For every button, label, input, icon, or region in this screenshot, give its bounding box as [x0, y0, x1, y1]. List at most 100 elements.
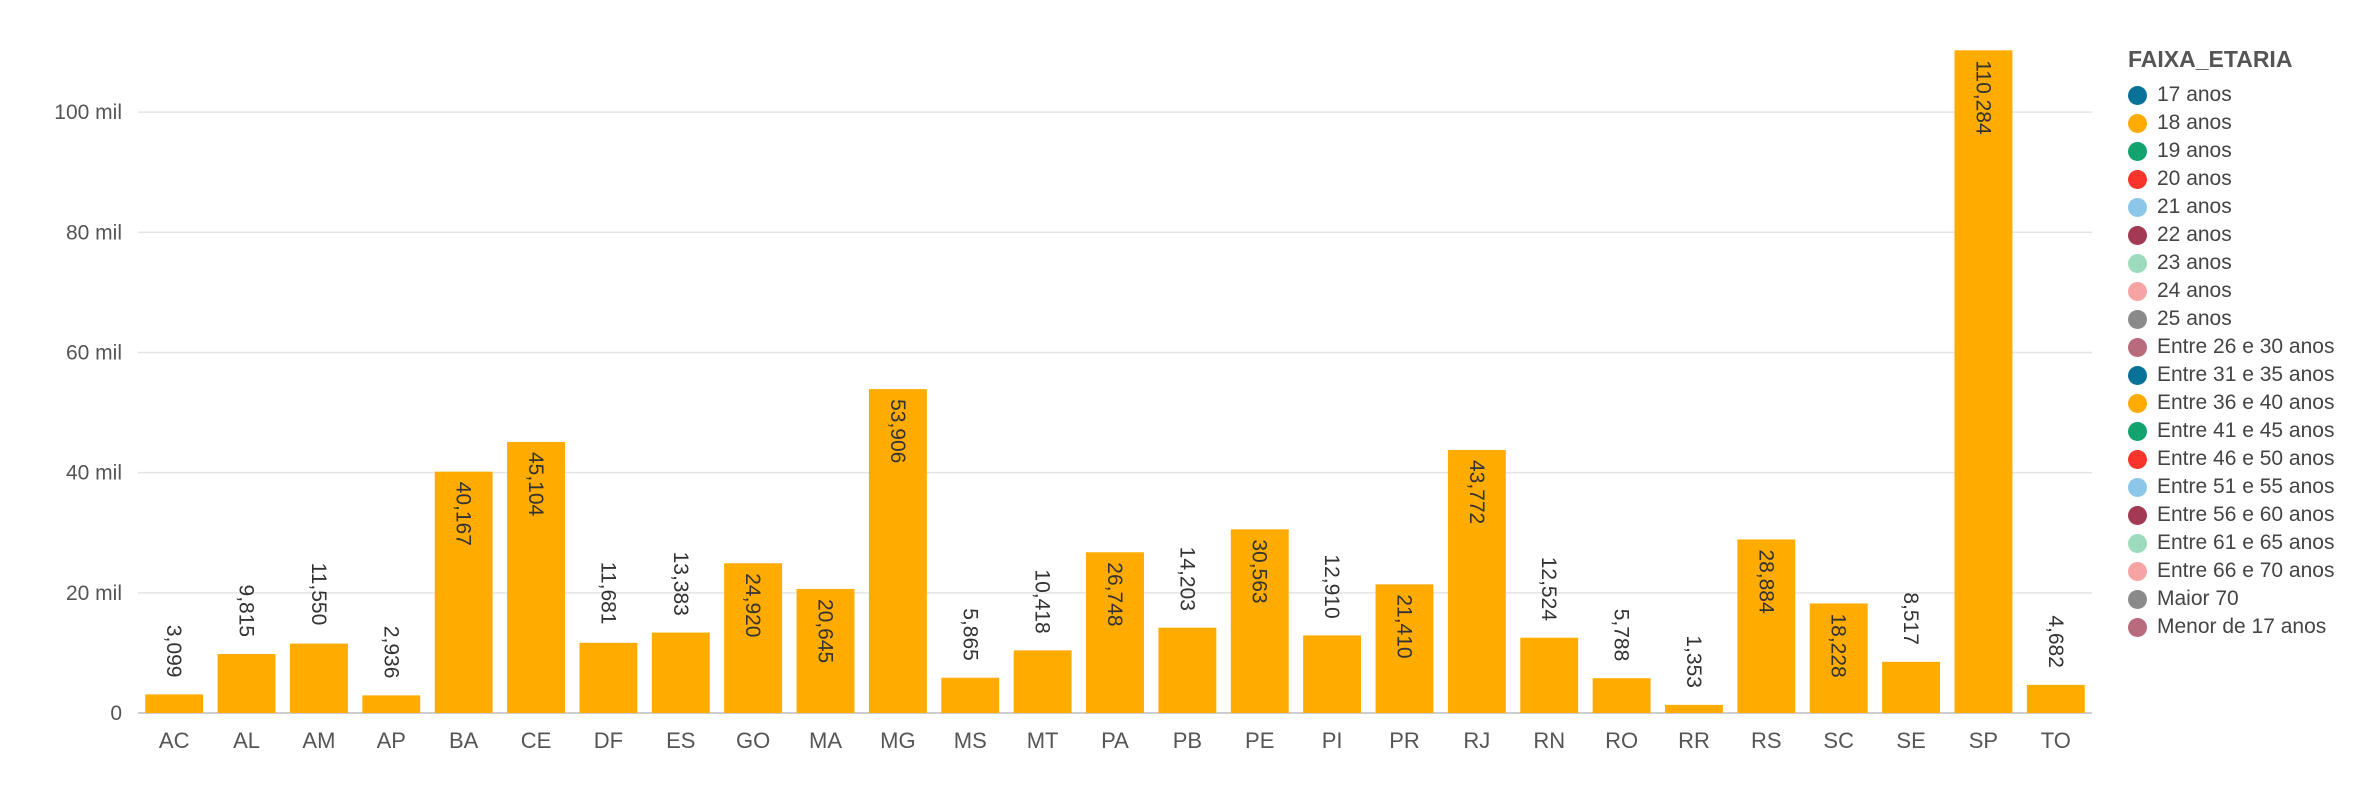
bar-chart: 0 20 mil 40 mil 60 mil 80 mil 100 mil 3,099 9,…	[54, 50, 2092, 753]
legend-item[interactable]: 23 anos	[2128, 249, 2373, 277]
legend-item[interactable]: 19 anos	[2128, 137, 2373, 165]
data-label: 10,418	[1031, 569, 1054, 633]
data-label: 11,550	[307, 563, 330, 626]
bar-ap[interactable]	[362, 695, 421, 713]
bar-se[interactable]	[1882, 661, 1941, 713]
bar-pb[interactable]	[1158, 627, 1217, 713]
bar-ba[interactable]	[434, 471, 493, 713]
y-tick-label: 80 mil	[66, 221, 122, 244]
legend-item[interactable]: Entre 51 e 55 anos	[2128, 473, 2373, 501]
legend-item[interactable]: Entre 46 e 50 anos	[2128, 445, 2373, 473]
bar-ma[interactable]	[796, 588, 855, 713]
legend-item[interactable]: Entre 36 e 40 anos	[2128, 389, 2373, 417]
legend-swatch	[2128, 281, 2147, 301]
bar-df[interactable]	[579, 642, 638, 713]
bars	[145, 50, 2085, 713]
bar-go[interactable]	[724, 563, 783, 713]
legend-item[interactable]: 21 anos	[2128, 193, 2373, 221]
legend-label: Entre 41 e 45 anos	[2157, 419, 2335, 442]
legend-item[interactable]: Entre 26 e 30 anos	[2128, 333, 2373, 361]
x-tick-label: AC	[159, 728, 190, 753]
legend-swatch	[2128, 589, 2147, 609]
bar-mt[interactable]	[1013, 650, 1072, 713]
bar-rj[interactable]	[1447, 449, 1506, 713]
data-label: 1,353	[1682, 635, 1705, 688]
legend-item[interactable]: 25 anos	[2128, 305, 2373, 333]
legend-label: Entre 51 e 55 anos	[2157, 475, 2335, 498]
legend-item[interactable]: Entre 31 e 35 anos	[2128, 361, 2373, 389]
legend-swatch	[2128, 505, 2147, 525]
x-tick-label: RJ	[1463, 728, 1490, 753]
y-axis: 0 20 mil 40 mil 60 mil 80 mil 100 mil	[54, 101, 122, 725]
data-label: 5,865	[958, 608, 981, 661]
bar-to[interactable]	[2026, 684, 2085, 713]
legend-swatch	[2128, 85, 2147, 105]
x-tick-label: PR	[1389, 728, 1420, 753]
x-tick-label: RO	[1605, 728, 1638, 753]
data-label: 13,383	[669, 552, 692, 616]
bar-es[interactable]	[651, 632, 710, 713]
bar-pr[interactable]	[1375, 584, 1434, 713]
legend-item[interactable]: 22 anos	[2128, 221, 2373, 249]
legend-label: 25 anos	[2157, 307, 2232, 330]
data-label: 110,284	[1971, 60, 1994, 135]
legend-item[interactable]: Menor de 17 anos	[2128, 613, 2373, 641]
bar-ac[interactable]	[145, 694, 204, 713]
bar-ms[interactable]	[941, 677, 1000, 713]
legend-label: 17 anos	[2157, 83, 2232, 106]
data-label: 43,772	[1465, 460, 1488, 524]
legend-swatch	[2128, 169, 2147, 189]
legend-label: Entre 36 e 40 anos	[2157, 391, 2335, 414]
data-label: 12,524	[1537, 557, 1560, 622]
legend-item[interactable]: 20 anos	[2128, 165, 2373, 193]
legend-item[interactable]: Entre 66 e 70 anos	[2128, 557, 2373, 585]
gridlines	[138, 111, 2092, 594]
legend-label: 20 anos	[2157, 167, 2232, 190]
legend-item[interactable]: Entre 41 e 45 anos	[2128, 417, 2373, 445]
bar-pe[interactable]	[1230, 529, 1289, 713]
data-label: 40,167	[452, 482, 475, 546]
bar-rs[interactable]	[1737, 539, 1796, 713]
bar-rr[interactable]	[1665, 704, 1723, 713]
data-label: 18,228	[1827, 613, 1850, 677]
legend-swatch	[2128, 309, 2147, 329]
data-label: 3,099	[162, 625, 185, 678]
legend-label: Entre 26 e 30 anos	[2157, 335, 2335, 358]
x-tick-label: MG	[880, 728, 915, 753]
legend-item[interactable]: Entre 61 e 65 anos	[2128, 529, 2373, 557]
bar-pi[interactable]	[1303, 635, 1362, 713]
bar-al[interactable]	[217, 654, 276, 713]
data-label: 12,910	[1320, 554, 1343, 618]
bar-mg[interactable]	[868, 389, 927, 713]
x-tick-label: PA	[1101, 728, 1129, 753]
legend-label: 18 anos	[2157, 111, 2232, 134]
bar-sc[interactable]	[1809, 603, 1868, 713]
legend-item[interactable]: Entre 56 e 60 anos	[2128, 501, 2373, 529]
legend-swatch	[2128, 141, 2147, 161]
x-tick-label: MT	[1027, 728, 1059, 753]
legend-swatch	[2128, 253, 2147, 273]
legend-item[interactable]: 17 anos	[2128, 81, 2373, 109]
x-tick-label: ES	[666, 728, 695, 753]
legend-swatch	[2128, 533, 2147, 553]
x-tick-label: CE	[521, 728, 552, 753]
legend-swatch	[2128, 393, 2147, 413]
bar-rn[interactable]	[1520, 637, 1579, 713]
legend: FAIXA_ETARIA 17 anos 18 anos 19 anos 20 ano…	[2128, 46, 2373, 641]
bar-ce[interactable]	[507, 441, 565, 713]
legend-swatch	[2128, 365, 2147, 385]
bar-sp[interactable]	[1954, 50, 2013, 713]
x-tick-label: DF	[594, 728, 623, 753]
legend-item[interactable]: 24 anos	[2128, 277, 2373, 305]
legend-label: Entre 66 e 70 anos	[2157, 559, 2335, 582]
bar-ro[interactable]	[1592, 678, 1651, 713]
data-label: 53,906	[886, 399, 909, 463]
legend-item[interactable]: 18 anos	[2128, 109, 2373, 137]
bar-am[interactable]	[289, 643, 348, 713]
x-tick-label: MS	[954, 728, 987, 753]
legend-swatch	[2128, 337, 2147, 357]
legend-label: Entre 31 e 35 anos	[2157, 363, 2335, 386]
legend-swatch	[2128, 421, 2147, 441]
bar-pa[interactable]	[1086, 552, 1144, 713]
legend-item[interactable]: Maior 70	[2128, 585, 2373, 613]
